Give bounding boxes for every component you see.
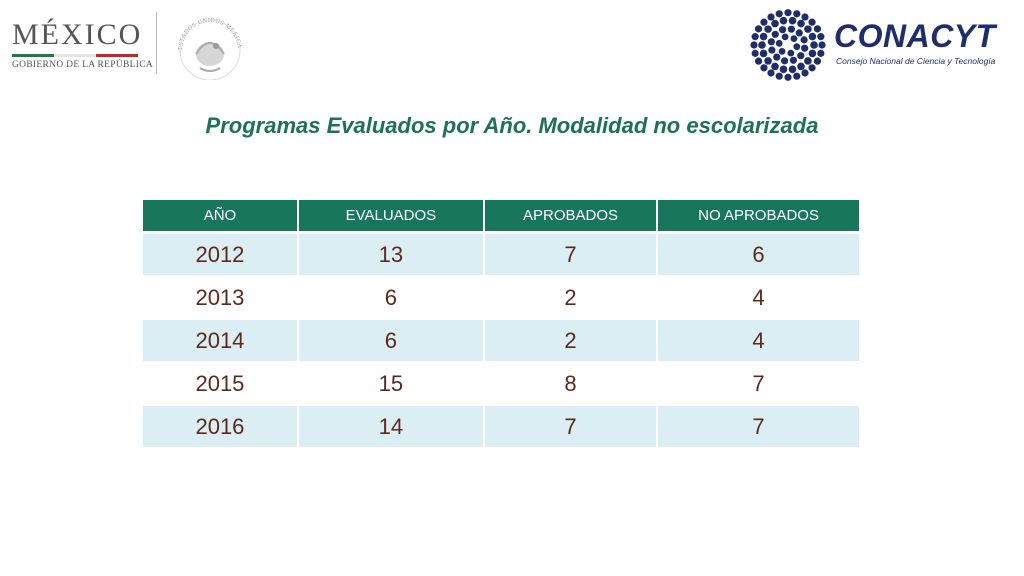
cell-not-approved: 4 [658, 320, 859, 363]
cell-evaluated: 6 [298, 277, 485, 320]
gobierno-label: GOBIERNO DE LA REPÚBLICA [12, 60, 153, 70]
programs-table: AÑO EVALUADOS APROBADOS NO APROBADOS 201… [143, 200, 859, 449]
conacyt-subtitle: Consejo Nacional de Ciencia y Tecnología [836, 56, 996, 66]
column-header-year: AÑO [143, 200, 299, 234]
cell-approved: 2 [484, 277, 659, 320]
cell-not-approved: 4 [658, 277, 859, 320]
table-row: 2012 13 7 6 [143, 234, 859, 277]
conacyt-dot-globe-icon [750, 9, 826, 81]
table-header-row: AÑO EVALUADOS APROBADOS NO APROBADOS [143, 200, 859, 234]
conacyt-wordmark: CONACYT [834, 18, 996, 54]
mexico-government-logo: MÉXICO GOBIERNO DE LA REPÚBLICA [8, 18, 158, 76]
table-row: 2014 6 2 4 [143, 320, 859, 363]
cell-not-approved: 6 [658, 234, 859, 277]
cell-year: 2015 [143, 363, 299, 406]
column-header-not-approved: NO APROBADOS [658, 200, 859, 234]
national-seal-icon: ESTADOS UNIDOS MEXICANOS [172, 10, 242, 80]
table-row: 2015 15 8 7 [143, 363, 859, 406]
cell-year: 2014 [143, 320, 299, 363]
mexico-flag-stripe [12, 54, 138, 57]
cell-approved: 2 [484, 320, 659, 363]
cell-not-approved: 7 [658, 363, 859, 406]
mexico-wordmark: MÉXICO [12, 18, 143, 51]
cell-evaluated: 13 [298, 234, 485, 277]
column-header-evaluated: EVALUADOS [298, 200, 485, 234]
cell-year: 2013 [143, 277, 299, 320]
cell-not-approved: 7 [658, 406, 859, 449]
column-header-approved: APROBADOS [484, 200, 659, 234]
logo-divider [156, 12, 157, 74]
cell-evaluated: 6 [298, 320, 485, 363]
table-row: 2016 14 7 7 [143, 406, 859, 449]
cell-year: 2016 [143, 406, 299, 449]
page-title: Programas Evaluados por Año. Modalidad n… [205, 113, 819, 138]
cell-evaluated: 15 [298, 363, 485, 406]
cell-approved: 7 [484, 406, 659, 449]
cell-evaluated: 14 [298, 406, 485, 449]
table-row: 2013 6 2 4 [143, 277, 859, 320]
cell-year: 2012 [143, 234, 299, 277]
cell-approved: 8 [484, 363, 659, 406]
cell-approved: 7 [484, 234, 659, 277]
